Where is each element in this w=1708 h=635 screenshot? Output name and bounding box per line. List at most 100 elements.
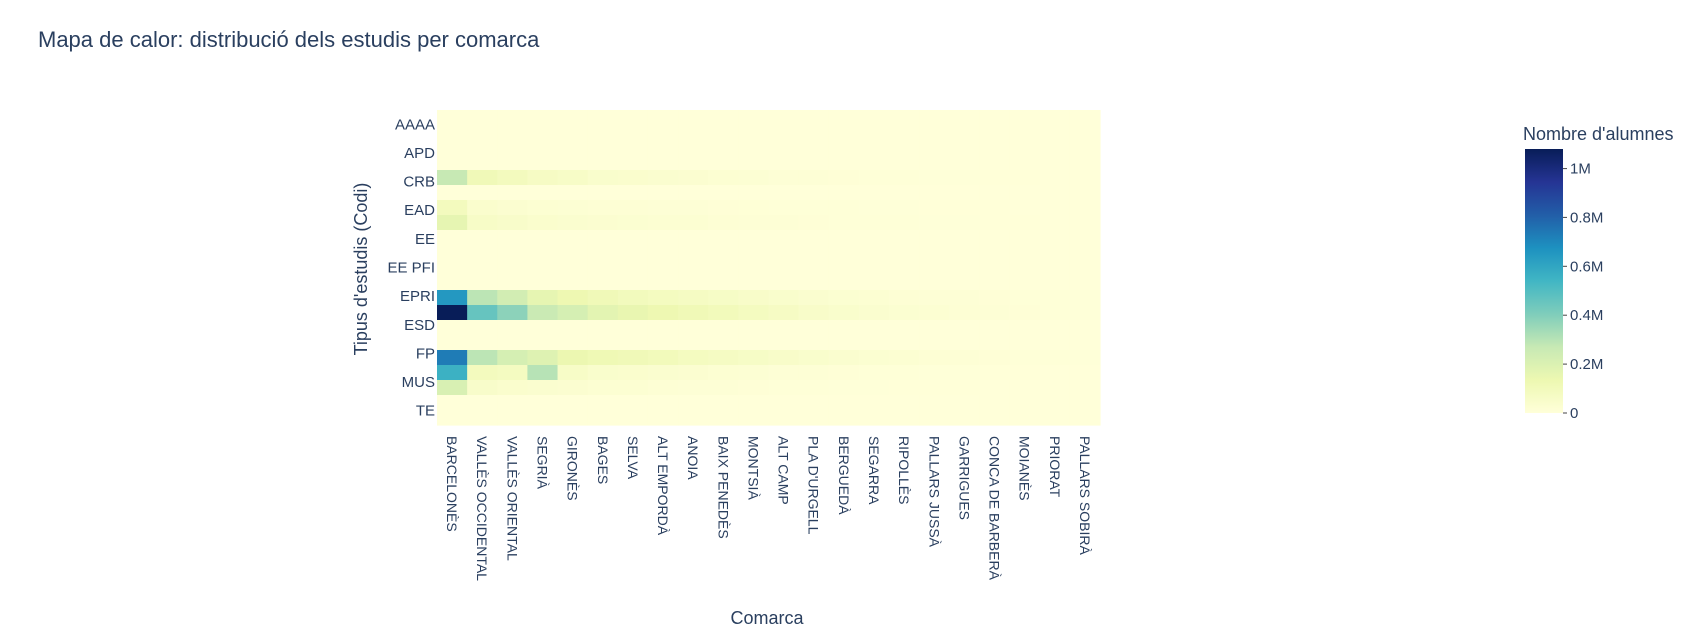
heatmap-cell (497, 110, 529, 126)
heatmap-cell (979, 335, 1011, 351)
heatmap-cell (1009, 155, 1041, 171)
heatmap-cell (617, 290, 649, 306)
heatmap-cell (437, 410, 468, 426)
heatmap-cell (527, 155, 559, 171)
heatmap-cell (768, 260, 800, 276)
heatmap-cell (557, 305, 589, 321)
heatmap-cell (949, 290, 981, 306)
heatmap-cell (437, 185, 468, 201)
x-tick-label: MONTSIÀ (745, 436, 761, 500)
heatmap-cell (768, 305, 800, 321)
heatmap-cell (889, 350, 920, 366)
heatmap-cell (527, 320, 559, 336)
heatmap-cell (1069, 140, 1101, 156)
heatmap-cell (467, 320, 498, 336)
heatmap-cell (1069, 110, 1101, 126)
heatmap-cell (587, 125, 619, 141)
heatmap-cell (497, 320, 529, 336)
heatmap-cell (798, 380, 830, 396)
heatmap-cell (527, 335, 559, 351)
heatmap-cell (678, 200, 709, 216)
heatmap-cell (1009, 290, 1041, 306)
heatmap-cell (798, 230, 830, 246)
heatmap-cell (527, 245, 559, 261)
y-tick-label: MUS (402, 374, 435, 391)
heatmap-cell (1009, 395, 1041, 411)
heatmap-cell (557, 110, 589, 126)
heatmap-cell (1009, 380, 1041, 396)
heatmap-cell (497, 260, 529, 276)
heatmap-cell (497, 410, 529, 426)
heatmap-cell (798, 185, 830, 201)
x-tick-label: SEGRIÀ (535, 436, 551, 490)
heatmap-cell (738, 410, 770, 426)
heatmap-cell (828, 320, 860, 336)
heatmap-cell (858, 215, 890, 231)
heatmap-cell (1069, 395, 1101, 411)
heatmap-cell (979, 260, 1011, 276)
heatmap-cell (919, 215, 950, 231)
colorbar-tick-label: 0.8M (1570, 209, 1603, 226)
heatmap-cell (858, 170, 890, 186)
heatmap-cell (1009, 335, 1041, 351)
heatmap-cell (919, 245, 950, 261)
heatmap-cell (467, 350, 498, 366)
heatmap-cell (437, 245, 468, 261)
heatmap-cell (1039, 215, 1071, 231)
heatmap-cell (979, 110, 1011, 126)
heatmap-cell (768, 365, 800, 381)
heatmap-cell (979, 125, 1011, 141)
y-tick-label: AAAA (395, 116, 435, 133)
heatmap-cell (678, 125, 709, 141)
heatmap-cell (437, 305, 468, 321)
heatmap-cell (1069, 170, 1101, 186)
heatmap-cell (647, 185, 679, 201)
heatmap-cell (527, 350, 559, 366)
heatmap-cell (738, 335, 770, 351)
heatmap-cell (678, 155, 709, 171)
heatmap-cell (587, 245, 619, 261)
heatmap-cell (557, 350, 589, 366)
heatmap-cell (1009, 320, 1041, 336)
heatmap-cell (1009, 350, 1041, 366)
heatmap-cell (768, 290, 800, 306)
heatmap-cell (527, 125, 559, 141)
heatmap-cell (889, 260, 920, 276)
colorbar-tick-label: 0.4M (1570, 307, 1603, 324)
heatmap-cell (467, 215, 498, 231)
heatmap-cell (979, 320, 1011, 336)
heatmap-cell (467, 260, 498, 276)
heatmap-cell (557, 290, 589, 306)
heatmap-cell (617, 230, 649, 246)
heatmap-cell (949, 125, 981, 141)
heatmap-cell (587, 275, 619, 291)
heatmap-cell (738, 230, 770, 246)
heatmap-cell (617, 365, 649, 381)
x-tick-label: ALT CAMP (776, 436, 792, 505)
heatmap-cell (557, 380, 589, 396)
heatmap-cell (858, 380, 890, 396)
heatmap-cell (768, 140, 800, 156)
heatmap-cell (467, 365, 498, 381)
heatmap-cell (617, 185, 649, 201)
heatmap-cell (617, 170, 649, 186)
colorbar-tick-label: 1M (1570, 161, 1591, 178)
heatmap-cell (979, 395, 1011, 411)
x-tick-label: PALLARS SOBIRÀ (1077, 436, 1093, 555)
heatmap-cell (587, 395, 619, 411)
heatmap-cell (527, 200, 559, 216)
heatmap-cell (437, 365, 468, 381)
heatmap-cell (678, 365, 709, 381)
y-tick-label: APD (404, 145, 435, 162)
heatmap-cell (467, 290, 498, 306)
heatmap-cell (828, 350, 860, 366)
heatmap-cell (467, 230, 498, 246)
heatmap-cell (437, 335, 468, 351)
heatmap-cell (768, 170, 800, 186)
heatmap-cell (738, 365, 770, 381)
heatmap-cell (587, 350, 619, 366)
heatmap-cell (738, 125, 770, 141)
heatmap-cell (1009, 275, 1041, 291)
heatmap-cell (919, 230, 950, 246)
heatmap-cell (1039, 140, 1071, 156)
